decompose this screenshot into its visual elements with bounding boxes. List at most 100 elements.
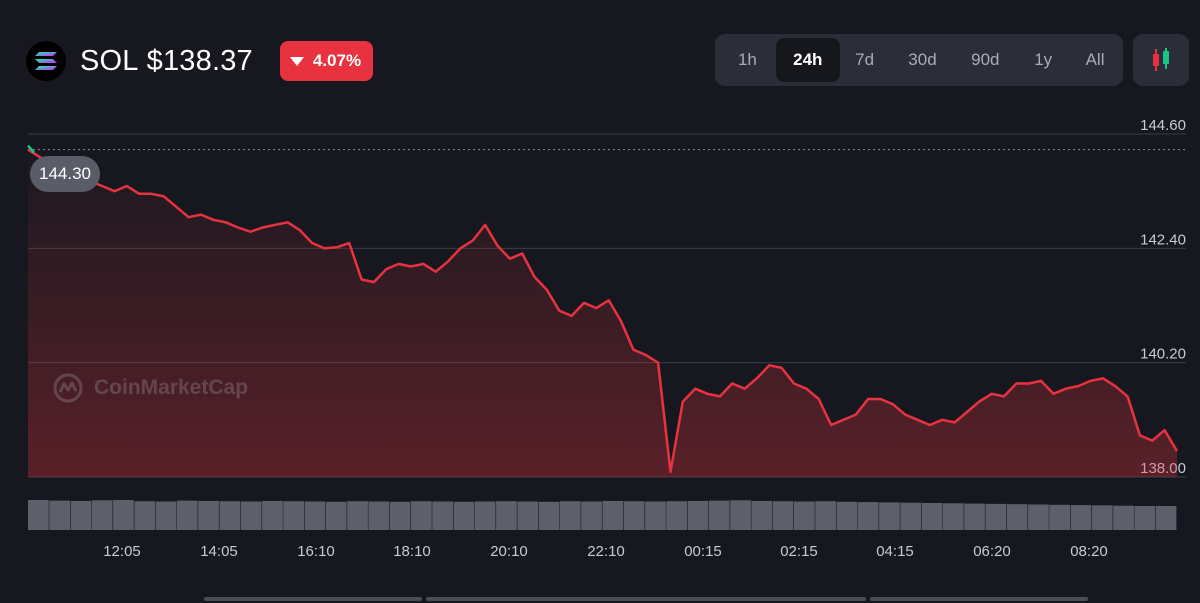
- watermark-text: CoinMarketCap: [94, 376, 249, 399]
- x-tick-label: 04:15: [876, 543, 914, 560]
- volume-bar: [304, 501, 326, 530]
- range-all-button[interactable]: All: [1085, 50, 1105, 69]
- volume-bars: [28, 500, 1177, 530]
- volume-bar: [325, 501, 347, 530]
- asset-symbol: SOL: [80, 44, 139, 77]
- solana-logo-icon: [26, 41, 66, 81]
- volume-bar: [921, 503, 943, 530]
- volume-bar: [836, 501, 858, 530]
- start-marker-line: [27, 144, 35, 154]
- range-24h-button[interactable]: 24h: [775, 38, 840, 82]
- x-tick-label: 00:15: [684, 543, 722, 560]
- volume-bar: [857, 502, 879, 530]
- volume-bar: [751, 500, 773, 530]
- range-90d-button[interactable]: 90d: [971, 50, 1000, 69]
- time-range-selector: 1h 24h 7d 30d 90d 1y All: [715, 34, 1123, 86]
- volume-bar: [730, 500, 751, 530]
- volume-bar: [1134, 506, 1156, 530]
- volume-bar: [134, 501, 156, 530]
- range-30d-button[interactable]: 30d: [908, 50, 937, 69]
- volume-bar: [1155, 506, 1177, 530]
- volume-bar: [879, 502, 900, 530]
- volume-bar: [1028, 504, 1049, 530]
- volume-bar: [517, 501, 539, 530]
- volume-bar: [49, 500, 70, 530]
- volume-bar: [70, 500, 92, 530]
- x-tick-label: 14:05: [200, 543, 238, 560]
- volume-bar: [432, 501, 453, 530]
- candlestick-icon: [1153, 48, 1169, 71]
- volume-bar: [538, 501, 560, 530]
- volume-bar: [1070, 505, 1092, 530]
- price-change-value: 4.07%: [312, 51, 362, 70]
- volume-bar: [496, 501, 517, 530]
- range-1y-button[interactable]: 1y: [1034, 50, 1053, 69]
- coinmarketcap-logo-icon: [53, 373, 83, 403]
- price-header: SOL $138.37 4.07%: [26, 38, 374, 84]
- volume-bar: [91, 500, 113, 530]
- y-tick-label: 140.20: [1140, 346, 1186, 363]
- volume-bar: [176, 500, 198, 530]
- volume-bar: [389, 501, 411, 530]
- volume-bar: [453, 501, 475, 530]
- y-tick-label: 142.40: [1140, 231, 1186, 248]
- volume-bar: [666, 501, 687, 530]
- y-tick-label: 144.60: [1140, 117, 1186, 134]
- volume-bar: [687, 500, 709, 530]
- volume-bar: [113, 500, 134, 530]
- volume-bar: [772, 501, 794, 530]
- x-axis: 12:05 14:05 16:10 18:10 20:10 22:10 00:15 02:15…: [103, 543, 1108, 560]
- range-scrollbar-left[interactable]: [204, 597, 422, 601]
- volume-bar: [581, 501, 602, 530]
- volume-bar: [219, 501, 241, 530]
- volume-bar: [28, 500, 49, 530]
- volume-bar: [411, 501, 432, 530]
- volume-bar: [1091, 505, 1113, 530]
- volume-bar: [623, 501, 645, 530]
- volume-bar: [900, 502, 922, 530]
- range-scrollbar-thumb[interactable]: [426, 597, 866, 601]
- price-change-badge: 4.07%: [279, 41, 374, 81]
- volume-bar: [559, 501, 581, 530]
- volume-bar: [262, 500, 283, 530]
- volume-bar: [708, 500, 730, 530]
- current-price: $138.37: [146, 44, 253, 77]
- x-tick-label: 06:20: [973, 543, 1011, 560]
- x-tick-label: 12:05: [103, 543, 141, 560]
- volume-bar: [985, 503, 1007, 530]
- volume-bar: [645, 501, 666, 530]
- volume-bar: [794, 501, 815, 530]
- chart-type-toggle-button[interactable]: [1133, 34, 1189, 86]
- volume-bar: [368, 501, 390, 530]
- volume-bar: [1049, 504, 1070, 530]
- volume-bar: [474, 501, 496, 530]
- x-tick-label: 18:10: [393, 543, 431, 560]
- x-tick-label: 08:20: [1070, 543, 1108, 560]
- volume-bar: [964, 503, 985, 530]
- volume-bar: [942, 503, 964, 530]
- range-scrollbar-right[interactable]: [870, 597, 1088, 601]
- volume-bar: [347, 501, 368, 530]
- x-tick-label: 02:15: [780, 543, 818, 560]
- range-7d-button[interactable]: 7d: [855, 50, 875, 69]
- volume-bar: [198, 500, 219, 530]
- x-tick-label: 16:10: [297, 543, 335, 560]
- x-tick-label: 22:10: [587, 543, 625, 560]
- x-tick-label: 20:10: [490, 543, 528, 560]
- triangle-down-icon: [289, 56, 304, 66]
- volume-bar: [155, 501, 177, 530]
- volume-bar: [1113, 505, 1134, 530]
- price-line: [27, 148, 1179, 474]
- start-price-label: 144.30: [30, 156, 100, 192]
- volume-bar: [602, 500, 624, 530]
- volume-bar: [1006, 504, 1028, 530]
- ticker-and-price: SOL $138.37: [80, 45, 253, 78]
- price-area-fill: [28, 149, 1177, 477]
- range-1h-button[interactable]: 1h: [737, 50, 757, 69]
- volume-bar: [815, 501, 836, 530]
- volume-bar: [240, 501, 262, 530]
- coinmarketcap-watermark: CoinMarketCap: [52, 372, 248, 404]
